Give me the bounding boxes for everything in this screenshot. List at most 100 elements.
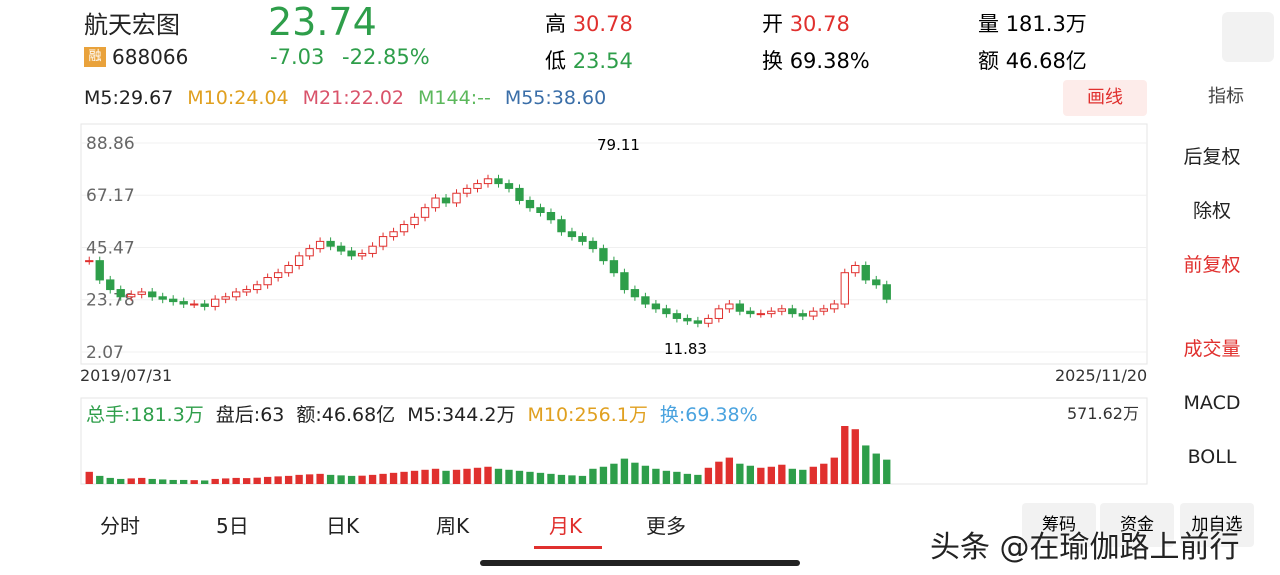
candle [378,236,388,247]
frame [80,123,1148,365]
candle [840,272,849,305]
volume-bar [515,470,524,484]
candle [704,317,713,324]
bottom-button[interactable]: 筹码 [1022,503,1096,547]
device-button[interactable] [1222,12,1274,62]
candle [620,272,629,291]
volume-bar [400,471,408,484]
candle [200,303,209,307]
candle [389,231,398,238]
draw-button[interactable]: 画线 [1063,80,1147,116]
candle [179,301,188,305]
volume-bar [410,470,419,484]
candle [431,197,440,209]
volume-bar [316,473,324,484]
volume-bar [746,465,755,484]
volume-bar [547,473,555,484]
volume-bar [736,463,744,484]
candle [326,240,335,247]
value: 23.54 [572,49,633,73]
volume-bar [326,474,335,484]
volume-bar [799,469,807,484]
label: 换 [762,49,783,73]
code: 688066 [112,45,189,69]
volume-bar [442,470,450,484]
candle [735,303,745,312]
candle [494,178,503,185]
menu-item[interactable]: 除权 [1192,200,1231,222]
candle [158,296,167,300]
volume-bar [778,464,786,484]
volume-bar [883,459,891,484]
volume-bar [872,453,880,484]
volume-bar [757,467,765,484]
tab[interactable]: 分时 [100,514,140,538]
candle [305,248,314,257]
candle [263,277,272,286]
menu-item[interactable]: 后复权 [1183,146,1241,168]
candle [683,317,692,322]
menu-item[interactable]: MACD [1183,392,1241,414]
candle [546,211,556,221]
menu-item[interactable]: 成交量 [1183,338,1241,360]
indicator[interactable]: 指标 [1208,86,1244,107]
volume-bar [295,474,303,484]
value: 30.78 [789,12,850,36]
volume-bar [673,471,681,484]
volume-bar [631,462,639,484]
candle [872,279,881,286]
volume-bar [284,475,293,484]
candle [809,310,818,317]
candle [221,296,230,300]
ma-value: M21:22.02 [302,87,405,109]
volume-bar [106,477,114,484]
candle [137,291,146,295]
volume-bar [652,468,660,484]
candle [588,240,598,250]
volume-bar [505,469,513,484]
volume-bar [715,461,723,484]
stock-name: 航天宏图 [84,11,180,39]
volume-stat: M10:256.1万 [527,404,648,426]
tab[interactable]: 5日 [216,514,249,538]
volume-bar [347,475,356,484]
side-menu: 后复权除权前复权成交量 MACD BOLL [1160,130,1264,484]
volume-bar [725,457,734,484]
candle [210,298,220,307]
volume-bar [253,477,261,484]
candle [819,308,828,312]
bottom-button[interactable]: 加自选 [1180,503,1254,547]
kline-chart: 88.86 67.17 45.47 23.78 2.07 [80,123,1148,485]
ma-value: M10:24.04 [187,87,289,109]
home-bar [480,560,800,566]
tab[interactable]: 日K [326,514,360,538]
label: 开 [762,12,783,36]
candle [536,207,545,213]
candle [336,245,346,252]
candle [798,313,807,317]
y-tick-label: 67.17 [86,186,135,206]
candle [473,183,482,189]
annotation: 11.83 [664,340,707,358]
menu-item[interactable]: BOLL [1187,446,1237,468]
volume-bar [463,468,471,484]
candle [525,199,535,209]
volume-bar [589,468,597,484]
volume-bar [368,474,377,484]
volume-stat: 盘后:63 [215,404,285,426]
candle [148,291,157,298]
volume-stat: M5:344.2万 [407,404,516,426]
y-tick-label: 2.07 [86,343,124,363]
tab[interactable]: 周K [436,514,470,538]
candle [106,279,115,291]
volume-bar [127,478,135,484]
tab[interactable]: 更多 [646,514,686,538]
volume-max: 571.62万 [1067,404,1139,423]
volume-bar [452,469,461,484]
tab[interactable]: 月K [549,514,583,538]
menu-item[interactable]: 前复权 [1183,254,1241,276]
change: -7.03 [270,45,325,69]
volume-bar [557,474,566,484]
bottom-button[interactable]: 资金 [1100,503,1174,547]
